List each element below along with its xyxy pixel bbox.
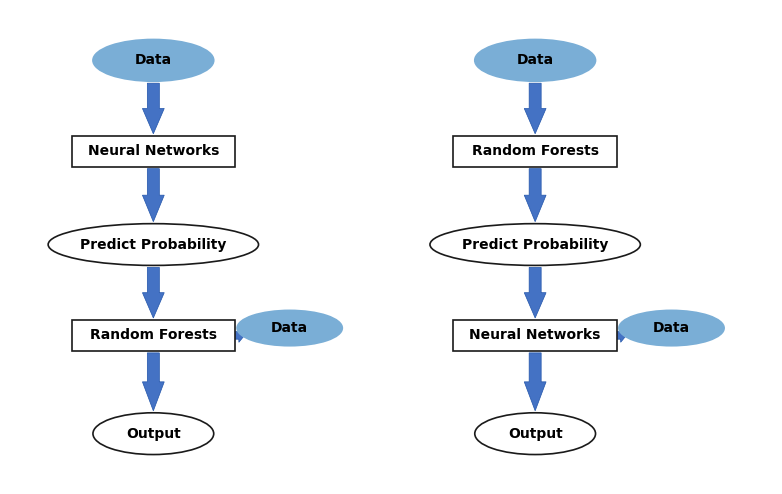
Polygon shape: [233, 329, 245, 342]
Text: Output: Output: [508, 427, 562, 441]
Ellipse shape: [475, 40, 596, 81]
Polygon shape: [142, 353, 164, 411]
FancyBboxPatch shape: [71, 320, 235, 351]
Text: Data: Data: [517, 53, 554, 67]
Polygon shape: [524, 83, 546, 134]
Polygon shape: [615, 329, 626, 342]
FancyBboxPatch shape: [454, 320, 617, 351]
Text: Neural Networks: Neural Networks: [88, 144, 219, 158]
Text: Random Forests: Random Forests: [472, 144, 599, 158]
Ellipse shape: [48, 224, 259, 265]
Text: Data: Data: [135, 53, 172, 67]
FancyBboxPatch shape: [71, 136, 235, 166]
Ellipse shape: [93, 40, 213, 81]
Ellipse shape: [93, 413, 213, 454]
Text: Predict Probability: Predict Probability: [462, 238, 608, 251]
Polygon shape: [142, 267, 164, 318]
Ellipse shape: [475, 413, 596, 454]
Polygon shape: [524, 168, 546, 222]
Ellipse shape: [619, 310, 724, 346]
Polygon shape: [524, 267, 546, 318]
Polygon shape: [524, 353, 546, 411]
Text: Neural Networks: Neural Networks: [469, 329, 601, 342]
Ellipse shape: [430, 224, 640, 265]
Ellipse shape: [237, 310, 343, 346]
Text: Data: Data: [271, 321, 308, 335]
Polygon shape: [142, 83, 164, 134]
Polygon shape: [142, 168, 164, 222]
Text: Output: Output: [126, 427, 181, 441]
Text: Predict Probability: Predict Probability: [80, 238, 227, 251]
FancyBboxPatch shape: [454, 136, 617, 166]
Text: Random Forests: Random Forests: [90, 329, 217, 342]
Text: Data: Data: [653, 321, 690, 335]
